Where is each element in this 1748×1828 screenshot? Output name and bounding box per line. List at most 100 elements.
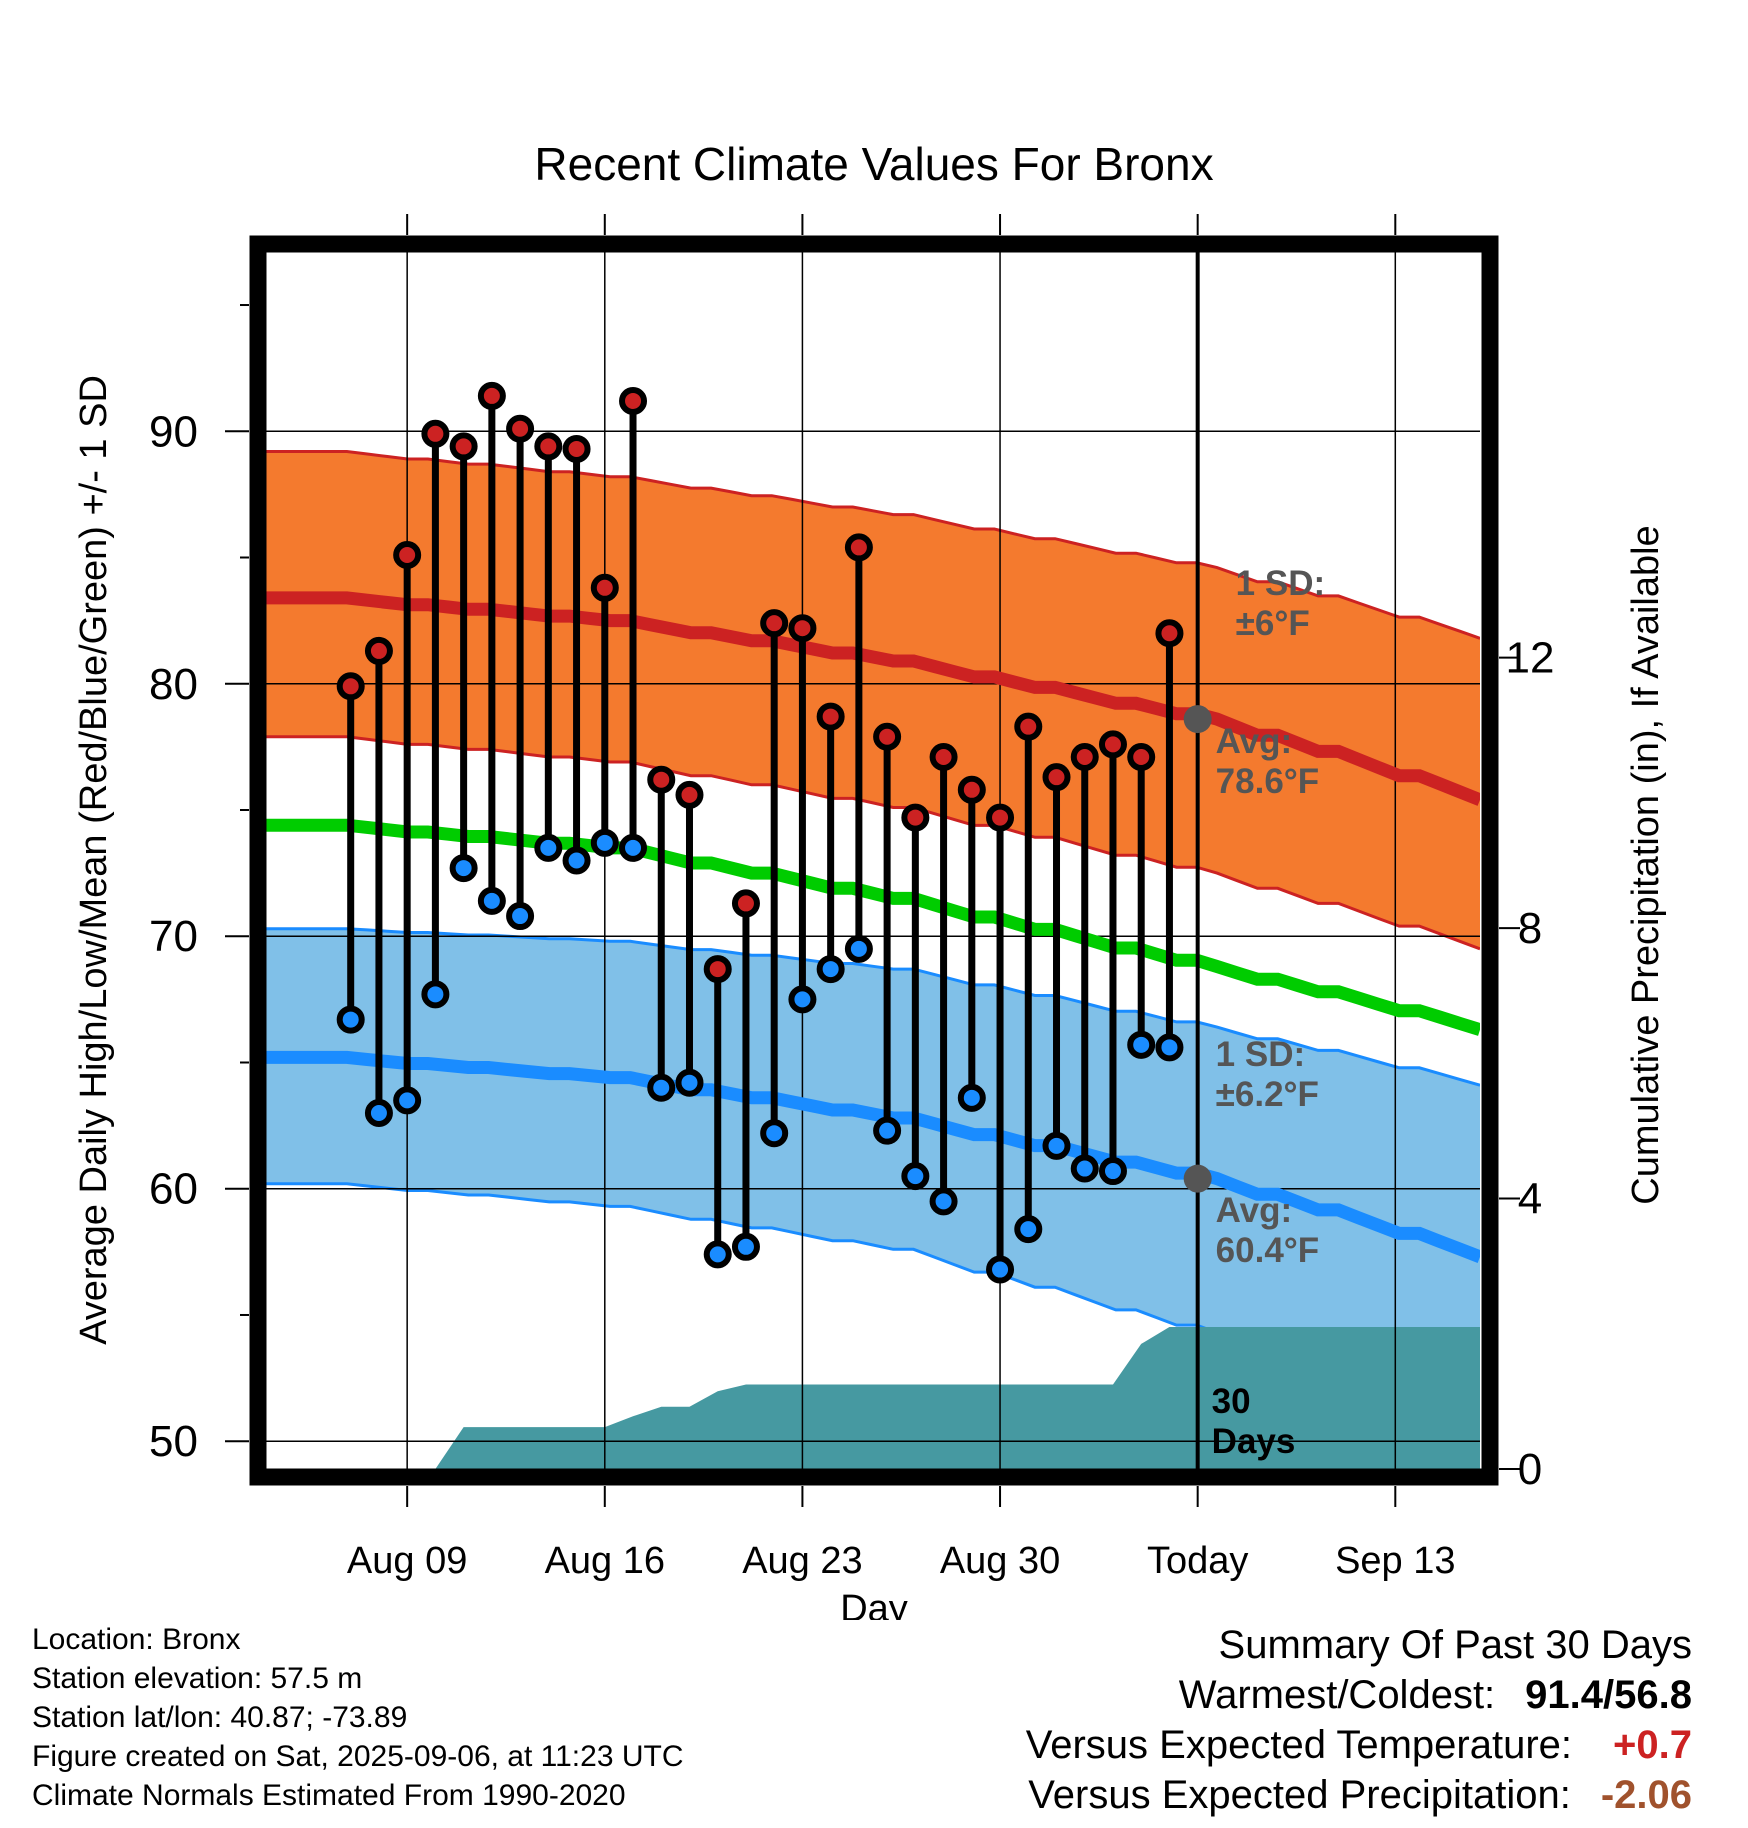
daily-high-point: [1098, 730, 1127, 759]
daily-high-point: [393, 540, 422, 569]
daily-low-point: [562, 846, 591, 875]
info-latlon: Station lat/lon: 40.87; -73.89: [32, 1701, 408, 1734]
daily-low-point: [788, 985, 817, 1014]
daily-low-point: [844, 934, 873, 963]
high-sd-annotation-line: ±6°F: [1236, 604, 1310, 643]
normal-mean-line: [266, 818, 1480, 1036]
precip-area: [378, 1327, 1480, 1469]
warm-cold-label: Warmest/Coldest:: [1178, 1673, 1496, 1717]
y-axis-label: Average Daily High/Low/Mean (Red/Blue/Gr…: [73, 375, 115, 1345]
daily-low-point: [590, 828, 619, 857]
daily-low-point: [449, 854, 478, 883]
info-elevation: Station elevation: 57.5 m: [32, 1662, 363, 1695]
low-avg-annotation-line: Avg:: [1216, 1191, 1292, 1230]
high-sd-band: [266, 451, 1480, 949]
today-low-avg-marker: [1183, 1164, 1212, 1193]
daily-high-point: [1014, 712, 1043, 741]
daily-high-point: [816, 702, 845, 731]
daily-low-point: [336, 1005, 365, 1034]
daily-low-point: [1098, 1157, 1127, 1186]
temp-value: +0.7: [1613, 1723, 1692, 1767]
daily-low-point: [929, 1187, 958, 1216]
low-sd-annotation-line: ±6.2°F: [1216, 1075, 1319, 1114]
normal-low-line: [266, 1050, 1480, 1263]
plot-frame: [249, 235, 1499, 1486]
daily-low-point: [421, 980, 450, 1009]
precip-days-annotation-line: Days: [1212, 1422, 1296, 1461]
high-sd-annotation: 1 SD:±6°F: [1236, 564, 1325, 643]
daily-high-point: [1070, 742, 1099, 771]
info-created: Figure created on Sat, 2025-09-06, at 11…: [32, 1740, 684, 1773]
daily-high-point: [562, 434, 591, 463]
daily-high-point: [760, 609, 789, 638]
daily-low-point: [619, 833, 648, 862]
y2-tick-label: 12: [1506, 634, 1555, 683]
daily-high-point: [986, 803, 1015, 832]
high-avg-annotation: Avg:78.6°F: [1216, 722, 1320, 801]
daily-low-point: [1014, 1215, 1043, 1244]
plot-area: [266, 252, 1480, 1469]
daily-high-point: [619, 386, 648, 415]
daily-low-point: [957, 1083, 986, 1112]
daily-high-point: [449, 432, 478, 461]
daily-high-point: [534, 432, 563, 461]
low-sd-annotation: 1 SD:±6.2°F: [1216, 1035, 1319, 1114]
precip-value: -2.06: [1600, 1773, 1692, 1817]
high-avg-annotation-line: Avg:: [1216, 722, 1292, 761]
daily-high-point: [731, 889, 760, 918]
daily-low-point: [873, 1116, 902, 1145]
y-tick-label: 60: [149, 1165, 198, 1214]
daily-high-point: [477, 381, 506, 410]
low-avg-annotation-line: 60.4°F: [1216, 1231, 1320, 1270]
daily-high-point: [364, 636, 393, 665]
temp-label: Versus Expected Temperature:: [1025, 1723, 1572, 1767]
y2-tick-label: 8: [1518, 904, 1542, 953]
y-tick-label: 80: [149, 660, 198, 709]
daily-high-point: [421, 419, 450, 448]
warm-cold-value: 91.4/56.8: [1525, 1673, 1692, 1717]
daily-high-point: [675, 780, 704, 809]
y2-tick-label: 4: [1518, 1175, 1542, 1224]
daily-low-point: [534, 833, 563, 862]
x-tick-label: Aug 30: [940, 1540, 1060, 1582]
daily-high-point: [901, 803, 930, 832]
daily-low-point: [647, 1073, 676, 1102]
daily-high-point: [844, 533, 873, 562]
daily-low-point: [364, 1098, 393, 1127]
daily-low-point: [1155, 1033, 1184, 1062]
daily-low-point: [731, 1232, 760, 1261]
precip-label: Versus Expected Precipitation:: [1028, 1773, 1571, 1817]
summary-title: Summary Of Past 30 Days: [1218, 1623, 1692, 1667]
daily-low-point: [675, 1068, 704, 1097]
daily-high-point: [647, 765, 676, 794]
high-sd-annotation-line: 1 SD:: [1236, 564, 1325, 603]
info-normals: Climate Normals Estimated From 1990-2020: [32, 1779, 626, 1812]
x-axis-label: Day: [840, 1588, 908, 1620]
summary-precip: Versus Expected Precipitation: -2.06: [1026, 1770, 1692, 1820]
x-tick-label: Aug 16: [545, 1540, 665, 1582]
station-info: Location: Bronx Station elevation: 57.5 …: [32, 1620, 684, 1815]
daily-low-point: [703, 1240, 732, 1269]
daily-high-point: [506, 414, 535, 443]
daily-low-point: [1127, 1030, 1156, 1059]
daily-high-point: [703, 955, 732, 984]
high-band-upper-line: [266, 450, 1480, 640]
high-avg-annotation-line: 78.6°F: [1216, 762, 1320, 801]
daily-low-point: [816, 955, 845, 984]
info-location: Location: Bronx: [32, 1623, 241, 1656]
daily-low-point: [477, 886, 506, 915]
precip-days-annotation-line: 30: [1212, 1382, 1251, 1421]
x-tick-label: Aug 09: [347, 1540, 467, 1582]
daily-high-point: [1042, 763, 1071, 792]
low-sd-annotation-line: 1 SD:: [1216, 1035, 1305, 1074]
x-tick-label: Aug 23: [742, 1540, 862, 1582]
high-band-lower-line: [266, 735, 1480, 951]
daily-high-point: [336, 672, 365, 701]
y2-tick-label: 0: [1518, 1445, 1542, 1494]
x-tick-label: Today: [1147, 1540, 1248, 1582]
y-tick-label: 50: [149, 1417, 198, 1466]
daily-high-point: [788, 614, 817, 643]
daily-low-point: [986, 1255, 1015, 1284]
daily-high-point: [590, 573, 619, 602]
